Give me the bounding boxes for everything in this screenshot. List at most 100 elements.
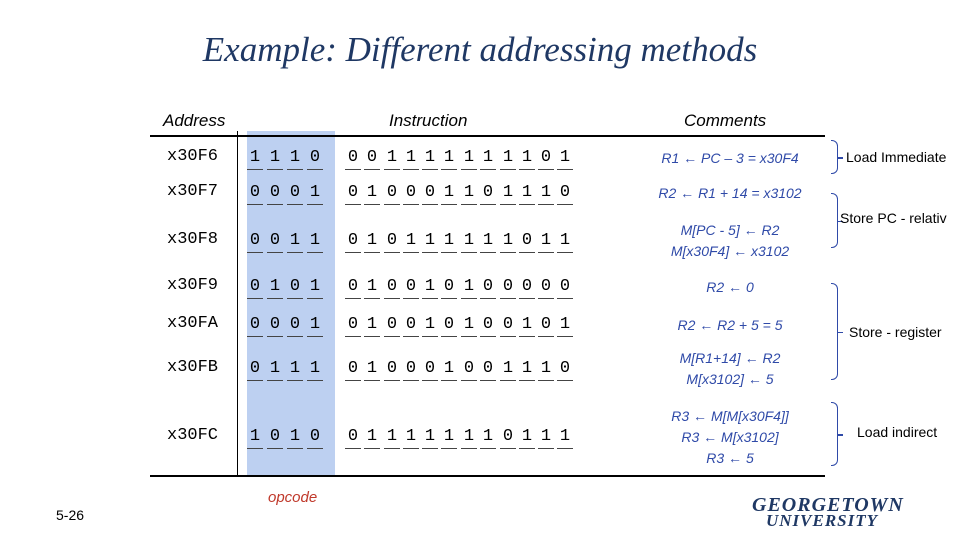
instruction-bit: 1 [441,426,457,449]
instruction-bit: 0 [384,230,400,253]
instruction-bit: 1 [441,230,457,253]
instruction-bit: 0 [247,358,263,381]
instruction-bit: 0 [267,426,283,449]
brace-load-indirect [831,402,843,466]
instruction-bit: 1 [480,147,496,170]
instruction-bit: 1 [461,276,477,299]
comment-line: M[PC - 5] ← R2 [680,222,780,238]
instruction-bit: 1 [422,147,438,170]
instruction-bit: 1 [557,314,573,337]
instruction-bit: 1 [461,182,477,205]
instruction-bit: 1 [403,230,419,253]
instruction-bit: 0 [557,276,573,299]
instruction-bit: 1 [480,426,496,449]
instruction-bit: 0 [267,230,283,253]
instruction-bit: 0 [345,314,361,337]
row-address: x30FB [167,358,219,377]
instruction-bit: 0 [247,230,263,253]
instruction-bit: 1 [519,182,535,205]
instruction-bit: 1 [364,358,380,381]
instruction-bit: 1 [441,182,457,205]
instruction-bit: 1 [364,314,380,337]
instruction-bit: 0 [307,147,323,170]
instruction-bit: 1 [461,314,477,337]
instruction-bit: 0 [287,182,303,205]
address-divider [237,131,238,477]
logo-line-1: GEORGETOWN [752,494,904,516]
instruction-bit: 0 [403,314,419,337]
instruction-bit: 1 [247,147,263,170]
note-store-register: Store - register [849,324,942,340]
comment-line: R3 ← M[x3102] [681,428,779,445]
instruction-bit: 1 [287,426,303,449]
instruction-bit: 1 [422,230,438,253]
row-address: x30F8 [167,230,219,249]
instruction-bit: 1 [403,147,419,170]
instruction-bit: 0 [557,182,573,205]
instruction-bit: 0 [345,147,361,170]
instruction-bit: 1 [384,426,400,449]
brace-store-pc-relative [831,193,843,248]
instruction-bit: 0 [287,276,303,299]
brace-store-register [831,283,843,380]
note-load-indirect: Load indirect [857,424,938,440]
instruction-bit: 0 [480,314,496,337]
instruction-bit: 0 [345,182,361,205]
instruction-bit: 1 [307,182,323,205]
instruction-bit: 1 [403,426,419,449]
instruction-bit: 1 [461,147,477,170]
instruction-bit: 0 [345,426,361,449]
instruction-bit: 1 [287,147,303,170]
instruction-bit: 1 [307,358,323,381]
instruction-bit: 0 [267,182,283,205]
instruction-bit: 0 [557,358,573,381]
instruction-bit: 1 [307,314,323,337]
instruction-bit: 1 [364,182,380,205]
instruction-bit: 0 [461,358,477,381]
instruction-bit: 1 [364,276,380,299]
instruction-bit: 0 [364,147,380,170]
header-comments: Comments [684,111,767,130]
instruction-bit: 0 [422,182,438,205]
instruction-bit: 1 [247,426,263,449]
instruction-bit: 0 [538,147,554,170]
instruction-bit: 1 [364,230,380,253]
instruction-bit: 0 [519,230,535,253]
comment-line: R2 ← R2 + 5 = 5 [677,316,783,333]
instruction-bit: 1 [519,147,535,170]
instruction-bit: 1 [267,147,283,170]
instruction-bit: 0 [441,276,457,299]
instruction-bit: 0 [307,426,323,449]
instruction-bit: 1 [267,358,283,381]
instruction-bit: 0 [500,426,516,449]
instruction-bit: 1 [287,358,303,381]
instruction-bit: 1 [287,230,303,253]
instruction-bit: 1 [500,182,516,205]
instruction-bit: 0 [287,314,303,337]
opcode-highlight [247,131,335,477]
logo-line-2: UNIVERSITY [766,511,879,530]
header-instruction: Instruction [389,111,468,130]
instruction-bit: 1 [538,358,554,381]
instruction-bit: 1 [538,230,554,253]
instruction-bit: 1 [500,358,516,381]
table-top-rule [150,135,825,137]
row-comment: M[R1+14] ← R2 M[x3102] ← 5 [637,348,823,390]
instruction-bit: 0 [403,358,419,381]
row-address: x30FC [167,426,219,445]
instruction-bit: 1 [441,358,457,381]
row-address: x30FA [167,314,219,333]
instruction-bit: 1 [557,426,573,449]
instruction-bit: 0 [384,276,400,299]
instruction-bit: 1 [422,426,438,449]
page-number: 5-26 [56,507,85,523]
instruction-bit: 0 [403,182,419,205]
instruction-bit: 1 [557,230,573,253]
instruction-bit: 1 [422,276,438,299]
instruction-bit: 1 [441,147,457,170]
note-store-pc-relative: Store PC - relativ [840,210,947,226]
row-address: x30F7 [167,182,219,201]
instruction-bit: 1 [461,230,477,253]
brace-load-immediate [831,140,843,174]
instruction-bit: 0 [441,314,457,337]
